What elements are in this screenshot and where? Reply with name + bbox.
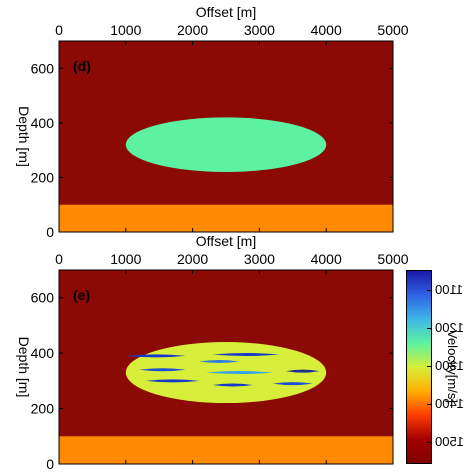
thin-lens <box>145 379 200 383</box>
thin-lens <box>272 382 313 386</box>
colorbar-tick-label: 1500 <box>435 434 464 450</box>
y-tick-label: 0 <box>46 224 54 240</box>
thin-lens <box>199 359 240 363</box>
x-tick-label: 4000 <box>311 251 342 267</box>
colorbar-tick-mark <box>427 328 431 330</box>
thin-lens <box>139 368 186 372</box>
y-tick-label: 400 <box>31 115 55 131</box>
colorbar-tick-label: 1100 <box>435 282 463 298</box>
y-axis-label: Depth [m] <box>16 106 32 167</box>
colorbar-tick-mark <box>427 366 431 368</box>
colorbar: 1100 1200 1300 1400 1500 <box>406 270 464 464</box>
y-axis-label: Depth [m] <box>16 337 32 398</box>
x-tick-label: 0 <box>55 251 63 267</box>
panel-d: 0 1000 2000 3000 4000 5000 0 200 400 600 Offset [m… <box>16 4 409 240</box>
x-tick-label: 2000 <box>177 22 208 38</box>
ellipse-body <box>125 117 327 172</box>
thin-lens <box>286 369 320 373</box>
panel-label: (e) <box>73 287 90 303</box>
thin-lens <box>212 383 253 387</box>
x-tick-label: 5000 <box>377 22 408 38</box>
colorbar-tick-mark <box>427 442 431 444</box>
y-tick-label: 0 <box>46 456 54 472</box>
bottom-layer <box>59 436 393 464</box>
x-axis-label: Offset [m] <box>196 4 256 20</box>
thin-lens <box>125 354 186 358</box>
x-tick-label: 0 <box>55 22 63 38</box>
x-tick-label: 3000 <box>244 251 275 267</box>
x-tick-label: 4000 <box>311 22 342 38</box>
colorbar-tick-mark <box>427 290 431 292</box>
x-tick-label: 3000 <box>244 22 275 38</box>
x-axis-label: Offset [m] <box>196 233 256 249</box>
thin-lens <box>212 353 280 357</box>
plot-frame <box>58 40 394 233</box>
y-tick-label: 200 <box>31 169 55 185</box>
colorbar-tick-mark <box>427 404 431 406</box>
x-tick-label: 1000 <box>110 22 141 38</box>
y-tick-label: 600 <box>31 290 55 306</box>
y-tick-label: 200 <box>31 401 55 417</box>
bottom-layer <box>59 204 393 232</box>
x-tick-label: 2000 <box>177 251 208 267</box>
y-tick-label: 400 <box>31 345 55 361</box>
panel-label: (d) <box>73 58 91 74</box>
panel-e: 0 1000 2000 3000 4000 5000 0 200 400 600 Offset [m… <box>16 233 409 472</box>
colorbar-label: Velocity[m/s] <box>445 330 460 403</box>
thin-lens <box>205 371 273 375</box>
plot-frame <box>58 269 394 465</box>
x-tick-label: 1000 <box>110 251 141 267</box>
x-tick-label: 5000 <box>377 251 408 267</box>
y-tick-label: 600 <box>31 60 55 76</box>
